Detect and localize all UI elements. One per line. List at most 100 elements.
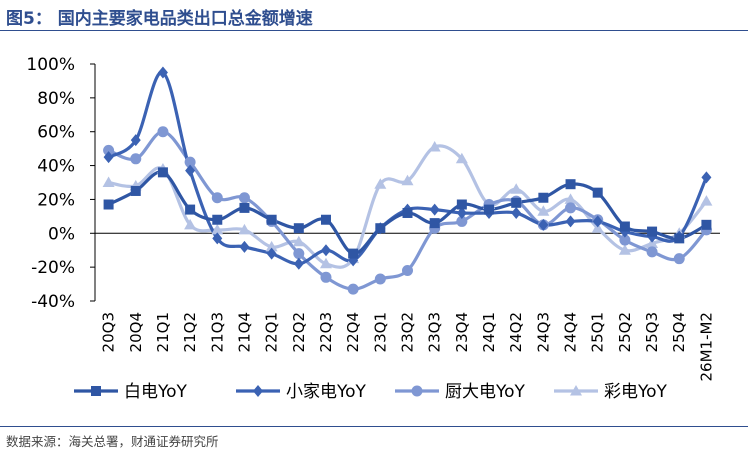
legend-label: 白电YoY bbox=[124, 382, 188, 402]
data-point-series-0 bbox=[212, 214, 223, 225]
data-point-series-3 bbox=[455, 152, 468, 164]
data-point-series-1 bbox=[538, 218, 549, 231]
data-point-series-0 bbox=[429, 218, 440, 229]
data-point-series-3 bbox=[700, 195, 713, 206]
x-tick-label: 22Q2 bbox=[290, 312, 308, 352]
data-point-series-3 bbox=[292, 235, 305, 247]
data-point-series-2 bbox=[103, 144, 115, 156]
data-point-series-3 bbox=[646, 237, 659, 248]
data-point-series-1 bbox=[320, 244, 331, 257]
data-point-series-0 bbox=[674, 233, 685, 244]
x-tick-label: 25Q4 bbox=[670, 312, 688, 352]
data-point-series-3 bbox=[184, 218, 197, 230]
x-tick-label: 23Q4 bbox=[453, 312, 471, 352]
y-tick-label: -40% bbox=[31, 292, 75, 312]
data-point-series-3 bbox=[401, 174, 414, 186]
data-point-series-0 bbox=[375, 223, 386, 234]
data-point-series-0 bbox=[484, 204, 495, 215]
data-point-series-2 bbox=[238, 192, 250, 204]
x-tick-label: 20Q3 bbox=[100, 312, 118, 352]
data-point-series-1 bbox=[701, 171, 712, 184]
data-point-series-0 bbox=[185, 204, 196, 215]
y-tick-label: 80% bbox=[37, 89, 75, 109]
legend: 白电YoY 小家电YoY 厨大电YoY 彩电YoY bbox=[74, 382, 668, 402]
x-tick-label: 21Q4 bbox=[235, 312, 253, 352]
legend-label: 小家电YoY bbox=[286, 382, 367, 402]
data-point-series-0 bbox=[293, 223, 304, 234]
title-divider bbox=[0, 30, 748, 31]
source-divider bbox=[0, 426, 748, 427]
x-tick-label: 26M1-M2 bbox=[697, 312, 715, 381]
data-point-series-3 bbox=[211, 223, 224, 235]
data-point-series-3 bbox=[238, 223, 251, 235]
data-point-series-0 bbox=[402, 207, 413, 218]
data-point-series-3 bbox=[510, 183, 523, 194]
data-point-series-1 bbox=[511, 206, 522, 219]
x-tick-label: 25Q2 bbox=[616, 312, 634, 352]
data-point-series-0 bbox=[565, 179, 576, 190]
x-tick-label: 21Q2 bbox=[181, 312, 199, 352]
data-point-series-0 bbox=[647, 226, 658, 237]
data-point-series-0 bbox=[592, 187, 603, 198]
data-point-series-2 bbox=[157, 126, 169, 138]
data-point-series-3 bbox=[537, 205, 550, 216]
y-tick-label: 0% bbox=[48, 224, 75, 244]
y-tick-label: 40% bbox=[37, 157, 75, 177]
x-tick-label: 22Q4 bbox=[344, 312, 362, 352]
x-tick-label: 23Q3 bbox=[426, 312, 444, 352]
data-point-series-3 bbox=[319, 257, 332, 269]
data-point-series-2 bbox=[211, 192, 223, 204]
data-point-series-2 bbox=[619, 234, 631, 246]
legend-swatch-marker bbox=[91, 386, 101, 396]
data-point-series-1 bbox=[239, 240, 250, 253]
source-note: 数据来源：海关总署，财通证券研究所 bbox=[6, 434, 219, 449]
data-point-series-1 bbox=[130, 134, 141, 147]
data-point-series-3 bbox=[374, 178, 387, 189]
data-point-series-2 bbox=[565, 202, 577, 214]
data-point-series-0 bbox=[266, 214, 277, 225]
x-tick-label: 25Q1 bbox=[589, 312, 607, 352]
data-point-series-2 bbox=[347, 283, 359, 295]
x-tick-label: 20Q4 bbox=[127, 312, 145, 352]
x-tick-label: 21Q1 bbox=[154, 312, 172, 352]
data-point-series-1 bbox=[266, 247, 277, 260]
data-point-series-0 bbox=[157, 167, 168, 178]
data-point-series-0 bbox=[511, 197, 522, 208]
legend-label: 彩电YoY bbox=[604, 382, 668, 402]
y-tick-label: 60% bbox=[37, 123, 75, 143]
data-point-series-1 bbox=[157, 66, 168, 79]
data-point-series-2 bbox=[293, 248, 305, 260]
x-tick-label: 22Q3 bbox=[317, 312, 335, 352]
data-point-series-1 bbox=[592, 215, 603, 228]
x-tick-label: 25Q3 bbox=[643, 312, 661, 352]
data-point-series-1 bbox=[212, 232, 223, 245]
legend-swatch-marker bbox=[253, 385, 263, 397]
data-point-series-0 bbox=[456, 199, 467, 210]
x-tick-label: 24Q1 bbox=[480, 312, 498, 352]
y-tick-label: 20% bbox=[37, 190, 75, 210]
data-point-series-2 bbox=[130, 153, 142, 165]
tick-labels-layer: -40% -20% 0% 20% 40% 60% 80% 100% 20Q3 20Q4 21Q1 21… bbox=[26, 55, 715, 381]
y-tick-label: -20% bbox=[31, 258, 75, 278]
figure-title: 图5： 国内主要家电品类出口总金额增速 bbox=[6, 9, 313, 29]
data-point-series-0 bbox=[348, 248, 359, 259]
legend-label: 厨大电YoY bbox=[445, 382, 526, 402]
data-point-series-2 bbox=[402, 265, 413, 277]
data-point-series-3 bbox=[265, 240, 278, 252]
data-point-series-3 bbox=[102, 176, 115, 187]
data-point-series-0 bbox=[239, 202, 250, 213]
data-point-series-3 bbox=[618, 244, 631, 255]
data-point-series-0 bbox=[320, 214, 331, 225]
data-point-series-1 bbox=[565, 215, 576, 228]
data-point-series-2 bbox=[374, 273, 386, 285]
x-tick-label: 24Q3 bbox=[534, 312, 552, 352]
x-tick-label: 23Q2 bbox=[399, 312, 417, 352]
data-point-series-2 bbox=[646, 246, 658, 258]
data-point-series-3 bbox=[591, 222, 604, 233]
data-point-series-2 bbox=[673, 253, 685, 265]
data-point-series-0 bbox=[701, 219, 712, 230]
data-point-series-2 bbox=[456, 215, 468, 227]
data-point-series-3 bbox=[428, 140, 441, 152]
x-tick-label: 22Q1 bbox=[263, 312, 281, 352]
